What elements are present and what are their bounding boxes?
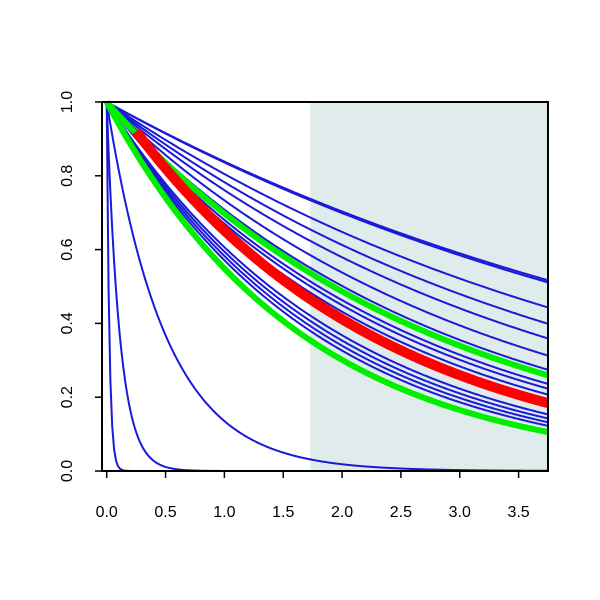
series-line-11	[105, 101, 548, 416]
series-line-2	[106, 101, 548, 282]
series-line-19	[104, 100, 548, 436]
y-tick-label: 0.2	[59, 386, 76, 408]
x-tick-label: 2.0	[331, 504, 353, 521]
x-tick-label: 1.0	[213, 504, 235, 521]
series-line-14	[105, 101, 548, 427]
y-tick-label: 0.4	[59, 312, 76, 334]
x-tick-label: 2.5	[390, 504, 412, 521]
y-tick-label: 1.0	[59, 91, 76, 113]
x-tick-label: 1.5	[272, 504, 294, 521]
x-tick-label: 3.0	[449, 504, 471, 521]
series-line-20	[132, 128, 548, 408]
series-line-12	[105, 101, 548, 420]
series-line-6	[106, 101, 548, 357]
series-line-4	[106, 101, 548, 325]
series-line-18	[104, 100, 548, 379]
x-tick-label: 0.5	[154, 504, 176, 521]
y-tick-label: 0.6	[59, 238, 76, 260]
x-tick-label: 0.0	[96, 504, 118, 521]
y-tick-label: 0.0	[59, 460, 76, 482]
shaded-region	[310, 102, 548, 471]
x-tick-label: 3.5	[507, 504, 529, 521]
x-axis: 0.0 0.5 1.0 1.5 2.0 2.5 3.0 3.5	[96, 471, 530, 521]
series-line-3	[106, 101, 548, 309]
y-tick-label: 0.8	[59, 165, 76, 187]
series-line-13	[105, 101, 548, 424]
y-axis: 0.0 0.2 0.4 0.6 0.8 1.0	[59, 91, 103, 482]
series-line-5	[106, 101, 548, 340]
